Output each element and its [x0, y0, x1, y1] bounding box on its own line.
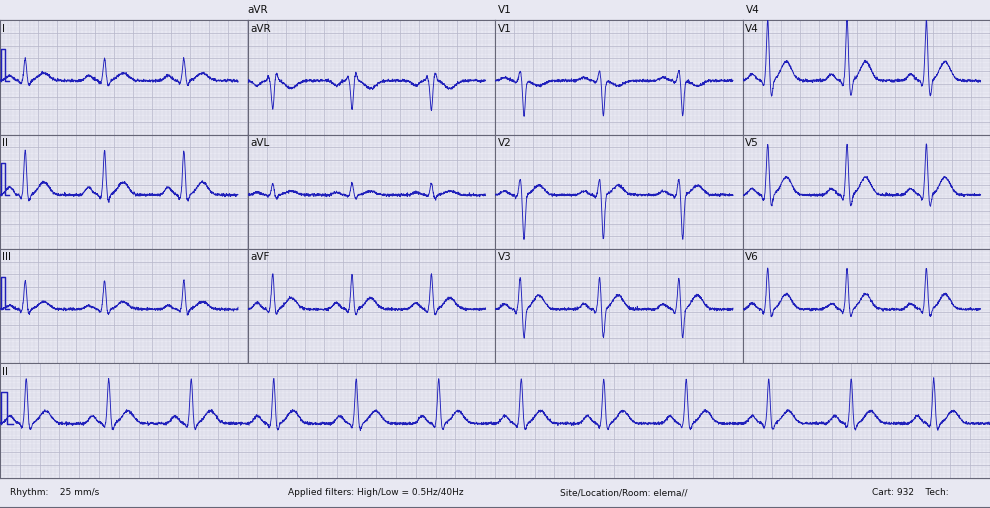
- Text: V1: V1: [498, 5, 512, 15]
- Text: aVR: aVR: [248, 5, 267, 15]
- Text: V4: V4: [745, 5, 759, 15]
- Text: V6: V6: [745, 252, 758, 262]
- Text: V3: V3: [498, 252, 511, 262]
- Text: aVL: aVL: [249, 138, 269, 148]
- Text: III: III: [2, 252, 12, 262]
- Text: Site/Location/Room: elema//: Site/Location/Room: elema//: [560, 488, 687, 497]
- Text: V1: V1: [498, 24, 511, 34]
- Text: Cart: 932    Tech:: Cart: 932 Tech:: [872, 488, 949, 497]
- Text: II: II: [2, 138, 9, 148]
- Text: V4: V4: [745, 24, 758, 34]
- Text: II: II: [2, 367, 8, 376]
- Text: aVF: aVF: [249, 252, 269, 262]
- Text: I: I: [2, 24, 6, 34]
- Text: Rhythm:    25 mm/s: Rhythm: 25 mm/s: [10, 488, 99, 497]
- Text: V2: V2: [498, 138, 511, 148]
- Text: Applied filters: High/Low = 0.5Hz/40Hz: Applied filters: High/Low = 0.5Hz/40Hz: [288, 488, 464, 497]
- Text: V5: V5: [745, 138, 758, 148]
- Text: aVR: aVR: [249, 24, 270, 34]
